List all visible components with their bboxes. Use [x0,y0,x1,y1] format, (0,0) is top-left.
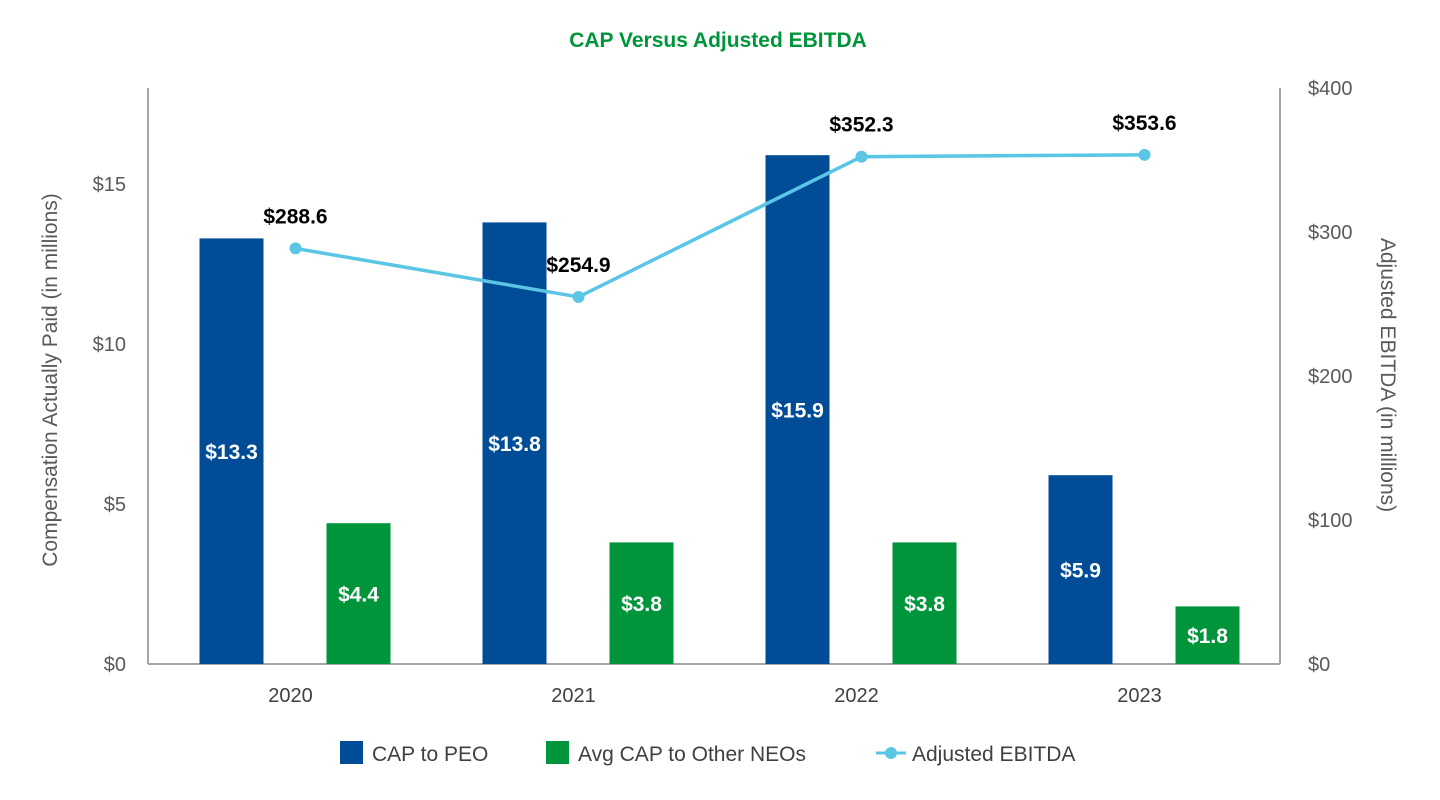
y-axis-left-tick-label: $15 [93,174,126,196]
ebitda-point [1138,148,1151,161]
bar-data-label: $3.8 [904,593,945,616]
bars: $13.3 $13.8 $15.9 $5.9 $4.4 $3.8 $3.8 $1.8 [199,155,1240,664]
bar-avg-cap-other-neos [892,542,957,664]
y-axis-right-tick-label: $200 [1308,366,1353,388]
y-axis-right-title: Adjusted EBITDA (in millions) [1376,238,1399,512]
legend: CAP to PEO Avg CAP to Other NEOs Adjuste… [340,741,1075,766]
x-axis-category-label: 2023 [1117,685,1162,707]
ebitda-point [289,242,302,255]
legend-swatch-cap-to-peo [340,741,363,764]
bar-avg-cap-other-neos [609,542,674,664]
ebitda-data-label: $353.6 [1112,112,1176,135]
y-axis-left-title: Compensation Actually Paid (in millions) [39,193,62,567]
y-axis-right-tick-label: $300 [1308,222,1353,244]
y-axis-left-tick-label: $10 [93,334,126,356]
y-axis-right-tick-label: $400 [1308,78,1353,100]
ebitda-point [855,150,868,163]
legend-swatch-adjusted-ebitda-marker [885,747,897,759]
bar-data-label: $15.9 [771,400,824,423]
ebitda-line-series: $288.6 $254.9 $352.3 $353.6 [263,112,1177,303]
bar-data-label: $5.9 [1060,560,1101,583]
bar-data-label: $1.8 [1187,625,1228,648]
y-axis-left-tick-label: $5 [104,494,126,516]
bar-cap-to-peo [765,155,830,664]
bar-data-label: $3.8 [621,593,662,616]
ebitda-data-label: $288.6 [263,205,327,228]
legend-swatch-avg-cap-other-neos [546,741,569,764]
ebitda-point [572,290,585,303]
ebitda-data-label: $254.9 [546,254,610,277]
bar-data-label: $4.4 [338,584,379,607]
x-axis-category-label: 2021 [551,685,596,707]
y-axis-right-tick-label: $100 [1308,510,1353,532]
x-axis-categories: 2020 2021 2022 2023 [268,685,1162,707]
bar-data-label: $13.3 [205,441,258,464]
bar-cap-to-peo [1048,475,1113,664]
x-axis-category-label: 2022 [834,685,879,707]
bar-cap-to-peo [482,222,547,664]
bar-avg-cap-other-neos [326,523,391,664]
bar-data-label: $13.8 [488,433,541,456]
y-axis-right-ticks: $0 $100 $200 $300 $400 [1308,78,1353,676]
bar-avg-cap-other-neos [1175,606,1240,664]
ebitda-line [295,153,1145,299]
y-axis-left-tick-label: $0 [104,654,126,676]
y-axis-left-ticks: $0 $5 $10 $15 [93,174,126,676]
legend-label-adjusted-ebitda: Adjusted EBITDA [912,743,1075,766]
legend-label-cap-to-peo: CAP to PEO [372,743,488,766]
legend-label-avg-cap-other-neos: Avg CAP to Other NEOs [578,743,806,766]
x-axis-category-label: 2020 [268,685,313,707]
y-axis-right-tick-label: $0 [1308,654,1330,676]
ebitda-data-label: $352.3 [829,114,893,137]
bar-cap-to-peo [199,238,264,664]
chart-title: CAP Versus Adjusted EBITDA [569,29,867,52]
